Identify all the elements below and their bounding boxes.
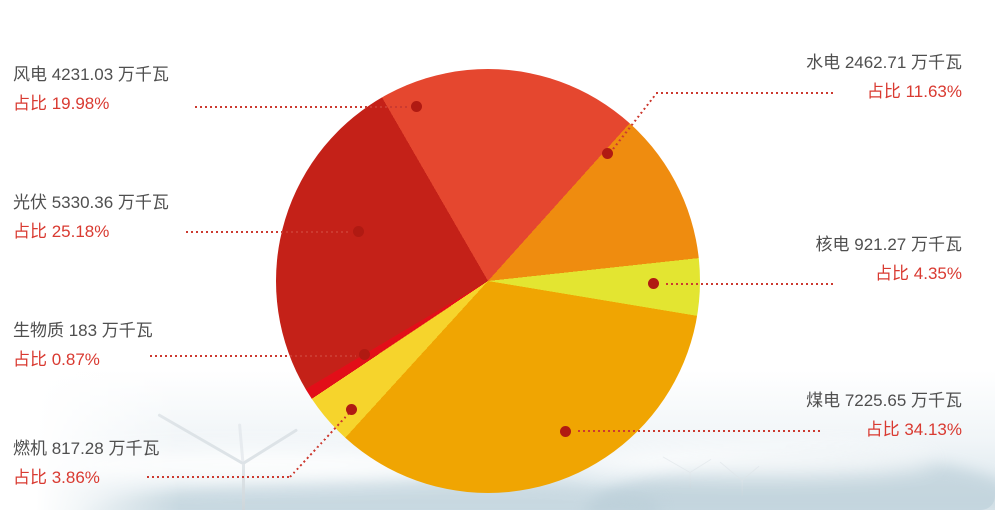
callout-nuclear-percent: 占比 4.35% (875, 264, 962, 283)
slice-dot-nuclear (648, 278, 659, 289)
slice-dot-biomass (359, 349, 370, 360)
pie-chart (276, 69, 700, 493)
leader-line-wind (195, 106, 407, 108)
callout-gas: 燃机 817.28 万千瓦 占比 3.86% (13, 434, 159, 492)
leader-line-coal (578, 430, 822, 432)
leader-line-hydro (656, 92, 833, 94)
leader-line-biomass (150, 355, 356, 357)
callout-nuclear: 核电 921.27 万千瓦 占比 4.35% (816, 230, 962, 288)
turbine-tower (241, 462, 245, 510)
callout-biomass: 生物质 183 万千瓦 占比 0.87% (13, 316, 153, 374)
callout-solar-percent: 占比 25.18% (13, 222, 110, 241)
callout-coal-name: 煤电 7225.65 万千瓦 (806, 391, 962, 410)
slice-dot-solar (353, 226, 364, 237)
slice-dot-coal (560, 426, 571, 437)
callout-solar: 光伏 5330.36 万千瓦 占比 25.18% (13, 188, 169, 246)
photo-fade-overlay (0, 370, 180, 510)
slice-dot-wind (411, 101, 422, 112)
callout-wind-percent: 占比 19.98% (13, 94, 110, 113)
callout-gas-percent: 占比 3.86% (13, 468, 100, 487)
turbine-tower (689, 472, 691, 488)
callout-solar-name: 光伏 5330.36 万千瓦 (13, 193, 169, 212)
leader-line-nuclear (666, 283, 833, 285)
leader-line-gas (147, 476, 290, 478)
leader-line-solar (186, 231, 350, 233)
callout-hydro-name: 水电 2462.71 万千瓦 (806, 53, 962, 72)
callout-gas-name: 燃机 817.28 万千瓦 (13, 439, 160, 458)
slice-dot-gas (346, 404, 357, 415)
callout-coal: 煤电 7225.65 万千瓦 占比 34.13% (806, 386, 962, 444)
callout-biomass-percent: 占比 0.87% (13, 350, 100, 369)
callout-wind-name: 风电 4231.03 万千瓦 (13, 65, 169, 84)
slice-dot-hydro (602, 148, 613, 159)
callout-nuclear-name: 核电 921.27 万千瓦 (815, 235, 962, 254)
callout-biomass-name: 生物质 183 万千瓦 (13, 321, 153, 340)
callout-wind: 风电 4231.03 万千瓦 占比 19.98% (13, 60, 169, 118)
callout-coal-percent: 占比 34.13% (865, 420, 962, 439)
callout-hydro-percent: 占比 11.63% (866, 82, 962, 101)
fog-layer (575, 446, 935, 476)
callout-hydro: 水电 2462.71 万千瓦 占比 11.63% (806, 48, 962, 106)
turbine-tower (741, 480, 743, 496)
